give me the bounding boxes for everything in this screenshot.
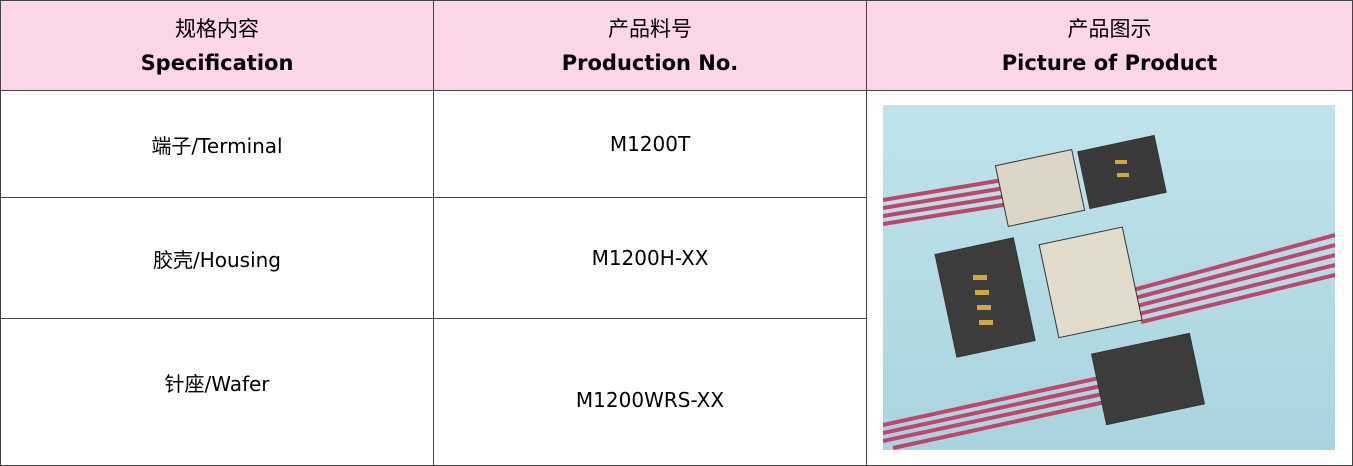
header-en: Production No. bbox=[561, 50, 739, 75]
header-en: Picture of Product bbox=[1001, 50, 1218, 75]
spec-cell: 针座/Wafer bbox=[1, 319, 433, 465]
spec-text: 端子/Terminal bbox=[151, 133, 283, 158]
header-cn: 规格内容 bbox=[175, 16, 259, 41]
border bbox=[0, 0, 1353, 1]
part-number: M1200WRS-XX bbox=[575, 388, 725, 412]
part-number: M1200T bbox=[609, 132, 691, 156]
header-cn: 产品料号 bbox=[608, 16, 692, 41]
product-picture bbox=[883, 105, 1335, 450]
part-cell: M1200WRS-XX bbox=[434, 319, 866, 465]
spec-text: 针座/Wafer bbox=[164, 371, 270, 396]
header-en: Specification bbox=[140, 50, 294, 75]
spec-cell: 端子/Terminal bbox=[1, 91, 433, 197]
spec-cell: 胶壳/Housing bbox=[1, 198, 433, 318]
part-number: M1200H-XX bbox=[591, 246, 709, 270]
header-cell: 产品图示 Picture of Product bbox=[867, 1, 1352, 90]
border bbox=[433, 0, 434, 466]
border bbox=[0, 90, 1353, 91]
header-cell: 产品料号 Production No. bbox=[434, 1, 866, 90]
border bbox=[866, 0, 867, 466]
header-cell: 规格内容 Specification bbox=[1, 1, 433, 90]
header-cn: 产品图示 bbox=[1067, 16, 1152, 41]
part-cell: M1200T bbox=[434, 91, 866, 197]
spec-text: 胶壳/Housing bbox=[152, 247, 282, 272]
border bbox=[0, 0, 1, 466]
part-cell: M1200H-XX bbox=[434, 198, 866, 318]
